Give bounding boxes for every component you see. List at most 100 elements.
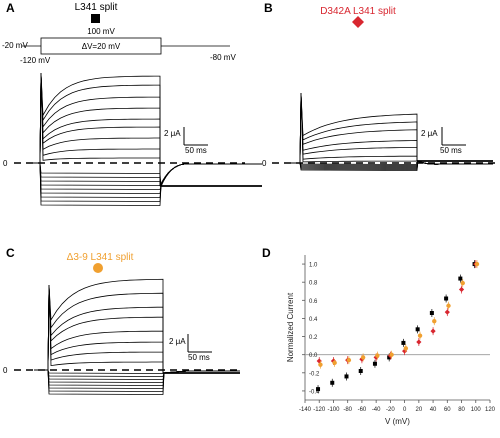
data-point — [460, 280, 465, 286]
data-point — [444, 296, 449, 301]
data-point — [358, 369, 363, 373]
panel-a-traces — [26, 72, 262, 206]
x-tick-label: -100 — [327, 407, 340, 413]
protocol-top-label: 100 mV — [87, 27, 115, 36]
data-point — [318, 362, 323, 367]
panel-c-letter: C — [6, 246, 15, 260]
x-tick-label: 0 — [403, 407, 407, 413]
x-tick-label: -20 — [386, 407, 395, 413]
current-trace — [39, 162, 262, 187]
iv-chart: -0.4 -0.2 0.0 0.2 0.4 0.6 0.8 1.0 -140 -120 -100 -8… — [286, 255, 496, 426]
x-tick-label: 60 — [444, 407, 451, 413]
y-tick-label: 1.0 — [309, 263, 318, 269]
current-trace — [47, 369, 240, 380]
data-point — [430, 328, 436, 334]
data-point — [375, 353, 380, 358]
data-point — [372, 361, 377, 366]
protocol-bottom-label: -120 mV — [20, 56, 51, 65]
y-tick-label: -0.2 — [309, 371, 320, 377]
y-tick-label: 0.4 — [309, 317, 318, 323]
protocol-hold-label: -20 mV — [2, 41, 28, 50]
data-point — [403, 346, 409, 351]
panel-a-scale-bar: 2 μA 50 ms — [164, 127, 208, 155]
panel-b-scale-x: 50 ms — [440, 146, 462, 155]
x-tick-label: -80 — [343, 407, 352, 413]
x-tick-label: -120 — [313, 407, 326, 413]
panel-d: D -0.4 -0.2 0.0 0.2 0.4 0.6 0.8 1.0 -140 -120 -100… — [262, 246, 496, 426]
panel-a-title: L341 split — [75, 2, 118, 13]
panel-a-scale-y: 2 μA — [164, 129, 181, 138]
panel-b-title: D342A L341 split — [320, 6, 396, 17]
panel-b-traces — [286, 92, 493, 171]
current-trace — [26, 72, 262, 187]
data-point — [346, 357, 352, 363]
data-point — [330, 380, 335, 385]
panel-a-letter: A — [6, 1, 15, 15]
x-tick-label: 20 — [416, 407, 423, 413]
panel-c-scale-x: 50 ms — [188, 353, 210, 362]
panel-a-scale-x: 50 ms — [185, 146, 207, 155]
current-trace — [26, 72, 262, 187]
y-tick-label: 0.8 — [309, 281, 318, 287]
data-point — [458, 286, 465, 293]
panel-b-marker — [352, 16, 364, 28]
panel-a-zero-label: 0 — [3, 159, 8, 168]
panel-d-letter: D — [262, 246, 271, 260]
panel-c-title: Δ3-9 L341 split — [67, 252, 134, 263]
panel-b: B D342A L341 split 0 2 μA 50 ms — [262, 1, 495, 171]
current-trace — [26, 72, 262, 187]
panel-a: A L341 split 100 mV -20 mV ΔV=20 mV -120… — [2, 1, 262, 206]
x-tick-label: 100 — [471, 407, 482, 413]
current-trace — [26, 72, 262, 187]
x-tick-label: -40 — [372, 407, 381, 413]
data-point — [458, 276, 463, 281]
panel-b-letter: B — [264, 1, 273, 15]
current-trace — [39, 162, 262, 188]
current-trace — [299, 160, 493, 171]
data-point — [446, 303, 451, 308]
protocol-tail-label: -80 mV — [210, 53, 236, 62]
current-trace — [39, 162, 262, 188]
panel-c-zero-label: 0 — [3, 366, 8, 375]
current-trace — [39, 162, 262, 198]
y-tick-label: 0.0 — [309, 353, 318, 359]
y-tick-label: 0.2 — [309, 335, 318, 341]
panel-c-scale-y: 2 μA — [169, 337, 186, 346]
current-trace — [39, 162, 262, 202]
y-tick-label: -0.4 — [309, 389, 320, 395]
y-tick-label: 0.6 — [309, 299, 318, 305]
data-point — [360, 355, 366, 360]
panel-c-traces — [34, 278, 240, 395]
data-point — [416, 339, 422, 345]
y-axis-label: Normalized Current — [286, 292, 295, 362]
current-trace — [39, 162, 262, 187]
panel-b-scale-y: 2 μA — [421, 129, 438, 138]
panel-b-zero-label: 0 — [262, 159, 267, 168]
panel-c-marker — [93, 263, 103, 273]
data-point — [344, 374, 349, 379]
data-point — [316, 387, 321, 392]
data-point — [474, 261, 480, 267]
panel-a-marker — [91, 14, 100, 23]
current-trace — [26, 72, 262, 187]
protocol-step-label: ΔV=20 mV — [82, 42, 121, 51]
current-trace — [26, 72, 262, 187]
x-tick-label: 80 — [458, 407, 465, 413]
x-tick-label: -60 — [358, 407, 367, 413]
data-point — [429, 311, 434, 315]
x-tick-label: 40 — [430, 407, 437, 413]
panel-b-scale-bar: 2 μA 50 ms — [421, 127, 466, 155]
current-trace — [26, 72, 262, 187]
current-trace — [286, 92, 493, 165]
data-point — [332, 360, 337, 366]
current-trace — [26, 72, 262, 187]
x-tick-label: -140 — [299, 407, 312, 413]
current-trace — [26, 72, 262, 187]
data-point — [432, 318, 437, 324]
panel-c: C Δ3-9 L341 split 0 2 μA 50 ms — [3, 246, 240, 395]
data-point — [387, 355, 392, 360]
data-point — [415, 327, 420, 332]
panel-c-scale-bar: 2 μA 50 ms — [169, 334, 212, 362]
